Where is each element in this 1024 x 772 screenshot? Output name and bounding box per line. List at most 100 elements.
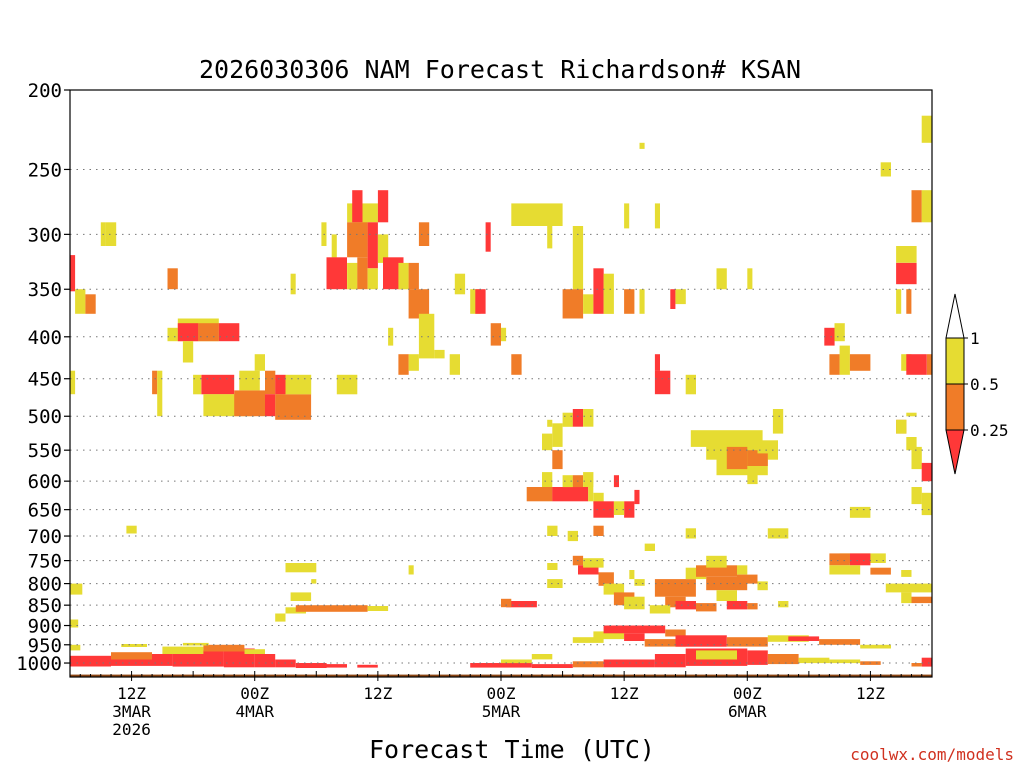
ri-cell-upper-13-ri-0-5-to-1: [157, 370, 163, 417]
chart-title: 2026030306 NAM Forecast Richardson# KSAN: [199, 55, 801, 84]
ri-cell-upper-37-ri-0-25-to-0-5: [357, 257, 368, 290]
ri-cell-low-10-ri-0-5-to-1: [244, 649, 265, 654]
ri-cell-upper-60-ri-0-5-to-1: [572, 226, 584, 290]
ri-cell-upper-158-ri-0-5-to-1: [70, 619, 79, 628]
ri-cell-upper-2-ri-0-25-to-0-5: [85, 294, 96, 314]
ri-cell-upper-157-ri-0-5-to-1: [70, 583, 83, 595]
ri-cell-upper-32-ri-below-0-25: [377, 190, 389, 223]
ri-cell-low-21-ri-below-0-25: [654, 654, 686, 668]
ri-cell-upper-40-ri-below-0-25: [383, 257, 404, 290]
ri-cell-upper-182-ri-0-5-to-1: [921, 492, 932, 516]
ri-cell-upper-12-ri-0-25-to-0-5: [152, 370, 158, 395]
ri-cell-upper-133-ri-0-25-to-0-5: [696, 603, 717, 612]
ri-cell-upper-51-ri-0-5-to-1: [449, 354, 460, 375]
watermark-text: coolwx.com/models: [850, 745, 1014, 764]
ri-cell-upper-135-ri-0-25-to-0-5: [747, 603, 758, 610]
ri-cell-upper-39-ri-0-5-to-1: [367, 268, 378, 290]
ri-cell-upper-97-ri-0-5-to-1: [547, 525, 558, 536]
ri-cell-upper-64-ri-0-5-to-1: [603, 273, 614, 314]
ri-cell-upper-143-ri-0-5-to-1: [367, 606, 389, 611]
ri-cell-upper-5-ri-0-25-to-0-5: [167, 268, 178, 290]
x-tick-label-18-1: 4MAR: [235, 702, 274, 721]
ri-cell-upper-22-ri-below-0-25: [275, 374, 286, 395]
ri-cell-upper-67-ri-0-5-to-1: [654, 203, 660, 229]
ri-cell-low-13-ri-0-5-to-1: [70, 644, 81, 651]
ri-cell-low-16-ri-below-0-25: [470, 663, 532, 668]
ri-cell-upper-30-ri-below-0-25: [352, 190, 363, 223]
ri-cell-upper-61-ri-0-25-to-0-5: [562, 289, 584, 319]
ri-cell-upper-56-ri-0-5-to-1: [501, 327, 507, 342]
x-tick-label-6-1: 3MAR: [112, 702, 151, 721]
ri-cell-upper-180-ri-below-0-25: [921, 462, 932, 482]
ri-cell-upper-26-ri-0-5-to-1: [290, 273, 296, 295]
ri-cell-upper-147-ri-0-25-to-0-5: [501, 598, 512, 608]
ri-cell-upper-122-ri-0-25-to-0-5: [654, 579, 696, 597]
ri-cell-low-26-ri-0-5-to-1: [829, 659, 861, 664]
ri-cell-upper-167-ri-0-5-to-1: [896, 246, 917, 263]
ri-cell-upper-77-ri-0-5-to-1: [547, 419, 553, 427]
ri-cell-low-4-ri-below-0-25: [254, 654, 276, 668]
ri-cell-upper-179-ri-0-5-to-1: [911, 446, 922, 470]
ri-cell-upper-78-ri-0-5-to-1: [542, 433, 553, 451]
ri-cell-upper-65-ri-0-5-to-1: [624, 203, 630, 229]
ri-cell-upper-115-ri-0-5-to-1: [583, 558, 604, 568]
ri-cell-upper-114-ri-below-0-25: [578, 565, 599, 575]
ri-cell-upper-49-ri-0-5-to-1: [408, 354, 419, 371]
ri-cell-low-42-ri-0-25-to-0-5: [911, 663, 922, 667]
x-tick-label-18-0: 00Z: [240, 684, 269, 703]
ri-cell-upper-75-ri-below-0-25: [654, 370, 671, 395]
ri-cell-upper-25-ri-0-5-to-1: [336, 374, 358, 395]
ri-cell-upper-73-ri-0-5-to-1: [747, 268, 753, 290]
ri-cell-upper-36-ri-0-5-to-1: [347, 262, 358, 290]
ri-cell-upper-34-ri-0-25-to-0-5: [347, 222, 368, 258]
ri-cell-low-9-ri-0-25-to-0-5: [203, 644, 245, 652]
ri-cell-low-31-ri-0-25-to-0-5: [665, 629, 686, 637]
ri-cell-upper-62-ri-0-5-to-1: [583, 294, 594, 314]
ri-cell-upper-110-ri-0-5-to-1: [767, 528, 789, 539]
ri-cell-upper-74-ri-below-0-25: [654, 354, 660, 371]
ri-cell-low-34-ri-below-0-25: [675, 635, 727, 647]
colorbar-0-5-to-1: [945, 337, 965, 385]
ri-cell-upper-109-ri-0-5-to-1: [747, 469, 758, 485]
y-tick-label-850: 850: [28, 595, 62, 617]
ri-cell-upper-163-ri-0-25-to-0-5: [829, 354, 840, 375]
ri-cell-upper-151-ri-0-5-to-1: [829, 565, 861, 575]
ri-cell-upper-53-ri-below-0-25: [475, 289, 486, 314]
ri-cell-low-8-ri-0-5-to-1: [162, 646, 204, 654]
ri-cell-upper-168-ri-below-0-25: [896, 262, 917, 285]
ri-cell-upper-161-ri-below-0-25: [824, 327, 835, 346]
ri-cell-low-6-ri-below-0-25: [295, 663, 327, 668]
ri-cell-upper-130-ri-0-5-to-1: [737, 565, 748, 575]
ri-cell-low-43-ri-0-5-to-1: [531, 654, 553, 660]
colorbar-label-1: 0.5: [970, 375, 999, 394]
ri-cell-upper-124-ri-0-5-to-1: [685, 567, 707, 580]
ri-cell-upper-129-ri-0-25-to-0-5: [737, 574, 758, 584]
ri-cell-upper-90-ri-0-5-to-1: [588, 487, 594, 502]
ri-cell-upper-28-ri-0-5-to-1: [331, 234, 337, 258]
ri-cell-upper-96-ri-0-5-to-1: [613, 501, 625, 515]
ri-cell-upper-112-ri-0-5-to-1: [547, 579, 563, 588]
ri-cell-upper-108-ri-0-5-to-1: [772, 409, 784, 434]
x-tick-label-66-0: 00Z: [733, 684, 762, 703]
ri-cell-low-28-ri-0-5-to-1: [593, 631, 625, 640]
ri-cell-upper-4-ri-0-5-to-1: [105, 222, 117, 246]
ri-cell-upper-126-ri-0-5-to-1: [706, 555, 727, 568]
ri-cell-upper-82-ri-0-5-to-1: [583, 409, 594, 427]
x-tick-label-6-2: 2026: [112, 720, 151, 739]
ri-cell-low-2-ri-below-0-25: [172, 650, 224, 667]
ri-cell-upper-137-ri-0-5-to-1: [778, 601, 789, 608]
ri-cell-low-25-ri-0-5-to-1: [798, 657, 830, 664]
ri-cell-upper-14-ri-0-5-to-1: [193, 374, 202, 395]
ri-cell-upper-154-ri-0-5-to-1: [885, 583, 932, 593]
x-tick-label-54-0: 12Z: [610, 684, 639, 703]
ri-cell-upper-146-ri-below-0-25: [506, 601, 537, 608]
ri-cell-low-14-ri-below-0-25: [326, 664, 347, 668]
ri-cell-upper-42-ri-0-25-to-0-5: [408, 262, 419, 290]
ri-cell-upper-128-ri-0-5-to-1: [716, 590, 737, 601]
ri-cell-low-12-ri-0-5-to-1: [182, 642, 209, 646]
y-tick-label-600: 600: [28, 471, 62, 493]
ri-cell-upper-15-ri-below-0-25: [201, 374, 235, 395]
ri-cell-low-11-ri-0-5-to-1: [121, 644, 147, 647]
ri-cell-upper-181-ri-0-5-to-1: [911, 487, 922, 505]
